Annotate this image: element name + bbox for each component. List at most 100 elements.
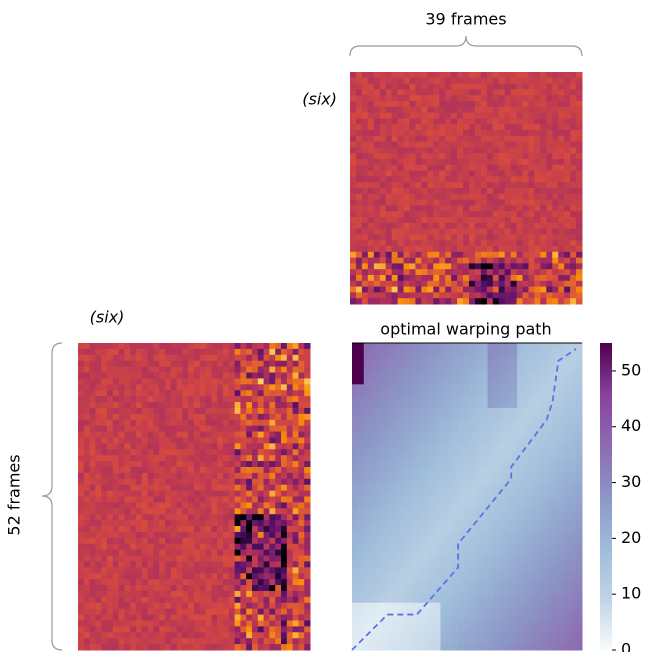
cost-cell xyxy=(411,373,417,379)
spectrogram-cell xyxy=(240,449,246,455)
spectrogram-cell xyxy=(95,632,101,638)
spectrogram-cell xyxy=(374,234,380,240)
spectrogram-cell xyxy=(136,485,142,491)
cost-cell xyxy=(499,343,505,349)
spectrogram-cell xyxy=(445,263,451,269)
spectrogram-cell xyxy=(362,211,368,217)
spectrogram-cell xyxy=(269,378,275,384)
spectrogram-cell xyxy=(165,408,171,414)
spectrogram-cell xyxy=(217,597,223,603)
cost-cell xyxy=(452,502,458,508)
cost-cell xyxy=(387,532,393,538)
cost-cell xyxy=(541,384,547,390)
spectrogram-cell xyxy=(264,390,270,396)
cost-cell xyxy=(381,378,387,384)
spectrogram-cell xyxy=(223,437,229,443)
spectrogram-cell xyxy=(451,252,457,258)
spectrogram-cell xyxy=(211,443,217,449)
spectrogram-cell xyxy=(457,147,463,153)
spectrogram-cell xyxy=(576,263,582,269)
spectrogram-cell xyxy=(433,101,439,107)
spectrogram-cell xyxy=(421,147,427,153)
spectrogram-cell xyxy=(223,402,229,408)
spectrogram-cell xyxy=(148,573,154,579)
spectrogram-cell xyxy=(182,414,188,420)
spectrogram-cell xyxy=(84,573,90,579)
spectrogram-cell xyxy=(107,497,113,503)
spectrogram-cell xyxy=(380,124,386,130)
spectrogram-cell xyxy=(153,620,159,626)
spectrogram-cell xyxy=(101,615,107,621)
spectrogram-cell xyxy=(206,402,212,408)
spectrogram-cell xyxy=(113,378,119,384)
spectrogram-cell xyxy=(136,644,142,650)
spectrogram-cell xyxy=(165,367,171,373)
spectrogram-cell xyxy=(258,461,264,467)
spectrogram-cell xyxy=(281,426,287,432)
spectrogram-cell xyxy=(101,473,107,479)
cost-cell xyxy=(482,402,488,408)
spectrogram-cell xyxy=(78,402,84,408)
cost-cell xyxy=(464,373,470,379)
spectrogram-cell xyxy=(499,118,505,124)
spectrogram-cell xyxy=(188,361,194,367)
spectrogram-cell xyxy=(409,269,415,275)
cost-cell xyxy=(517,367,523,373)
spectrogram-cell xyxy=(433,298,439,304)
spectrogram-cell xyxy=(511,113,517,119)
cost-cell xyxy=(547,432,553,438)
cost-cell xyxy=(476,432,482,438)
spectrogram-cell xyxy=(194,573,200,579)
spectrogram-cell xyxy=(124,597,130,603)
cost-cell xyxy=(517,520,523,526)
cost-cell xyxy=(488,384,494,390)
cost-cell xyxy=(352,497,358,503)
cost-cell xyxy=(429,420,435,426)
spectrogram-cell xyxy=(182,491,188,497)
spectrogram-cell xyxy=(194,644,200,650)
spectrogram-cell xyxy=(528,182,534,188)
cost-cell xyxy=(429,408,435,414)
cost-cell xyxy=(494,373,500,379)
cost-cell xyxy=(576,373,582,379)
spectrogram-cell xyxy=(200,367,206,373)
spectrogram-cell xyxy=(78,603,84,609)
spectrogram-cell xyxy=(362,223,368,229)
spectrogram-cell xyxy=(142,390,148,396)
cost-cell xyxy=(381,414,387,420)
spectrogram-cell xyxy=(148,373,154,379)
cost-cell xyxy=(511,502,517,508)
spectrogram-cell xyxy=(264,402,270,408)
spectrogram-cell xyxy=(511,182,517,188)
spectrogram-cell xyxy=(107,626,113,632)
spectrogram-cell xyxy=(380,211,386,217)
cost-cell xyxy=(458,508,464,514)
spectrogram-cell xyxy=(445,84,451,90)
spectrogram-cell xyxy=(457,159,463,165)
cost-cell xyxy=(358,473,364,479)
spectrogram-cell xyxy=(558,130,564,136)
cost-cell xyxy=(505,449,511,455)
cost-cell xyxy=(440,378,446,384)
spectrogram-cell xyxy=(165,514,171,520)
cost-cell xyxy=(370,402,376,408)
spectrogram-cell xyxy=(177,638,183,644)
cost-cell xyxy=(429,443,435,449)
cost-cell xyxy=(494,437,500,443)
cost-cell xyxy=(370,467,376,473)
spectrogram-cell xyxy=(275,349,281,355)
spectrogram-cell xyxy=(304,426,310,432)
spectrogram-cell xyxy=(165,373,171,379)
cost-cell xyxy=(387,355,393,361)
cost-cell xyxy=(458,455,464,461)
spectrogram-cell xyxy=(398,142,404,148)
cost-cell xyxy=(523,367,529,373)
spectrogram-cell xyxy=(90,632,96,638)
spectrogram-cell xyxy=(211,603,217,609)
cost-cell xyxy=(423,349,429,355)
cost-cell xyxy=(376,378,382,384)
spectrogram-cell xyxy=(90,420,96,426)
spectrogram-cell xyxy=(246,585,252,591)
spectrogram-cell xyxy=(142,538,148,544)
cost-cell xyxy=(476,396,482,402)
